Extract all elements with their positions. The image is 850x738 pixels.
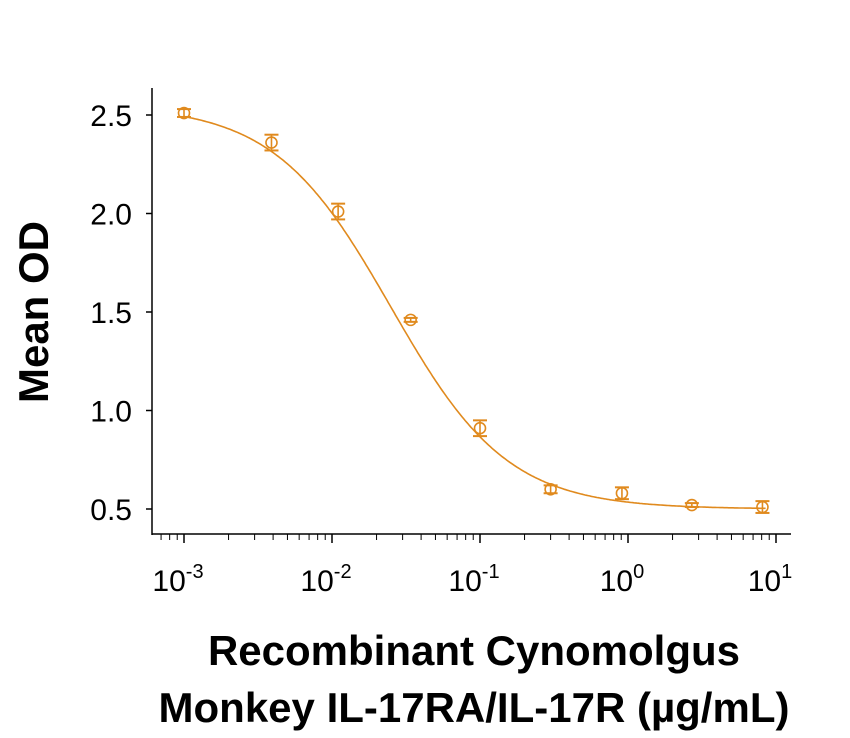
x-tick-exponent: -2 <box>334 561 352 583</box>
data-point <box>403 313 418 327</box>
x-tick-exponent: 0 <box>633 561 644 583</box>
y-tick-label: 1.5 <box>90 297 132 330</box>
data-point <box>543 482 558 496</box>
data-point <box>331 202 346 221</box>
data-point <box>177 106 191 120</box>
y-tick-label: 0.5 <box>90 494 132 527</box>
x-tick-exponent: -1 <box>482 561 500 583</box>
series <box>177 106 770 514</box>
point-marker <box>404 313 417 327</box>
data-point <box>614 486 629 501</box>
data-point <box>684 498 699 512</box>
data-point <box>473 419 487 438</box>
point-marker <box>265 136 278 149</box>
point-marker <box>544 482 557 496</box>
x-tick-label: 100 <box>600 561 645 598</box>
x-tick-base: 10 <box>448 565 481 598</box>
y-tick-label: 2.0 <box>90 199 132 232</box>
point-marker <box>756 500 769 514</box>
x-tick-label: 10-2 <box>300 561 351 598</box>
point-marker <box>615 486 629 500</box>
data-point <box>755 500 770 514</box>
point-marker <box>685 498 699 512</box>
point-marker <box>177 106 191 120</box>
y-tick-label: 2.5 <box>90 100 132 133</box>
x-tick-label: 10-1 <box>448 561 499 598</box>
x-tick-exponent: -3 <box>186 561 204 583</box>
x-tick-base: 10 <box>300 565 333 598</box>
x-axis-title-line-1: Recombinant Cynomolgus <box>208 627 740 674</box>
point-marker <box>473 421 487 435</box>
data-point <box>264 133 279 152</box>
fit-curve <box>183 115 766 510</box>
x-tick-label: 101 <box>748 561 793 598</box>
point-marker <box>331 205 345 218</box>
y-ticks: 0.5 1.0 1.5 2.0 2.5 <box>90 100 152 527</box>
axes <box>151 88 791 535</box>
y-tick-label: 1.0 <box>90 396 132 429</box>
x-tick-base: 10 <box>600 565 633 598</box>
x-tick-label: 10-3 <box>152 561 203 598</box>
y-axis-title: Mean OD <box>10 221 57 403</box>
x-tick-base: 10 <box>748 565 781 598</box>
x-tick-exponent: 1 <box>781 561 792 583</box>
x-tick-base: 10 <box>152 565 185 598</box>
x-ticks: 10-3 10-2 10-1 100 101 <box>152 534 792 598</box>
x-axis-title-line-2: Monkey IL-17RA/IL-17R (µg/mL) <box>159 684 790 731</box>
